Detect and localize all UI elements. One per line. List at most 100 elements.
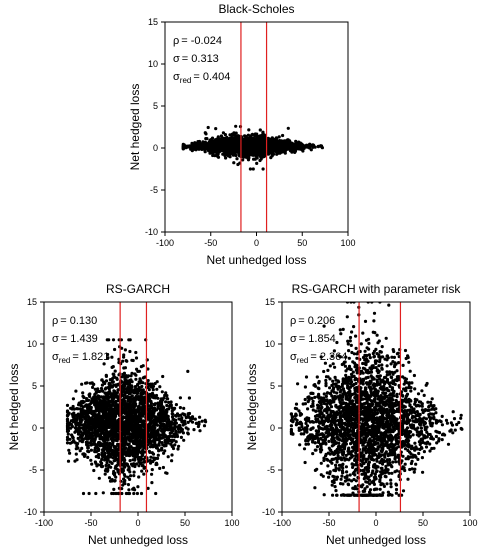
data-point: [281, 133, 285, 138]
x-tick-label: 0: [254, 238, 259, 248]
data-point: [131, 415, 136, 419]
data-point: [116, 404, 120, 408]
data-point: [152, 425, 156, 429]
data-point: [107, 404, 111, 408]
data-point: [244, 142, 248, 146]
data-point: [135, 491, 139, 496]
data-point: [68, 451, 72, 455]
data-point: [215, 151, 219, 156]
data-point: [157, 419, 161, 423]
data-point: [134, 395, 138, 399]
data-point: [154, 461, 159, 465]
data-point: [72, 407, 76, 411]
data-point: [104, 463, 108, 468]
data-point: [90, 397, 94, 401]
data-point: [255, 156, 259, 160]
data-point: [167, 424, 172, 428]
data-point: [142, 419, 146, 423]
data-point: [243, 134, 247, 138]
data-point: [275, 136, 279, 140]
data-point: [76, 436, 80, 440]
data-point: [139, 365, 143, 369]
data-point: [190, 415, 195, 419]
data-point: [148, 445, 153, 449]
data-point: [126, 374, 131, 378]
data-point: [128, 403, 132, 407]
data-point: [181, 423, 185, 427]
data-point: [113, 417, 117, 421]
data-point: [114, 475, 118, 479]
data-point: [298, 144, 302, 148]
data-point: [141, 437, 145, 441]
data-point: [139, 406, 143, 410]
data-point: [151, 452, 156, 456]
data-point: [90, 410, 94, 414]
data-point: [244, 147, 248, 151]
data-point: [182, 438, 186, 442]
data-point: [128, 459, 132, 463]
data-point: [110, 478, 114, 482]
data-point: [122, 477, 126, 481]
data-point: [224, 140, 228, 144]
data-point: [67, 448, 71, 452]
data-point: [115, 376, 119, 380]
data-point: [198, 429, 202, 433]
data-point: [86, 426, 90, 430]
data-point: [289, 142, 293, 146]
data-point: [115, 394, 119, 398]
data-point: [261, 167, 265, 171]
data-point: [127, 467, 131, 471]
data-point: [257, 148, 261, 152]
data-point: [100, 457, 104, 462]
data-point: [120, 487, 124, 491]
data-point: [66, 432, 70, 436]
data-point: [154, 491, 158, 496]
data-point: [122, 371, 126, 375]
data-point: [71, 404, 75, 409]
data-point: [202, 424, 207, 428]
data-point: [142, 472, 146, 476]
data-point: [116, 448, 120, 452]
data-point: [267, 143, 271, 147]
data-point: [81, 452, 85, 456]
data-point: [174, 440, 178, 444]
data-point: [97, 476, 101, 480]
data-point: [104, 399, 108, 404]
data-point: [150, 411, 154, 415]
data-point: [160, 398, 164, 402]
data-point: [131, 409, 135, 413]
data-point: [106, 394, 110, 398]
data-point: [186, 432, 190, 436]
data-point: [123, 474, 127, 478]
data-point: [250, 148, 254, 152]
data-point: [182, 406, 186, 410]
data-point: [309, 148, 313, 152]
data-point: [172, 432, 176, 437]
data-point: [255, 151, 259, 155]
data-point: [103, 403, 107, 407]
data-point: [111, 338, 116, 342]
data-point: [65, 435, 70, 439]
data-point: [101, 491, 105, 495]
data-point: [250, 132, 255, 136]
data-point: [80, 382, 84, 386]
data-point: [81, 426, 85, 430]
data-point: [123, 348, 127, 352]
data-point: [256, 153, 260, 157]
data-point: [156, 453, 160, 457]
data-point: [113, 391, 117, 396]
data-point: [138, 412, 142, 416]
data-point: [271, 149, 275, 153]
y-tick-label: 5: [153, 101, 158, 111]
data-point: [234, 150, 238, 154]
data-point: [227, 150, 232, 154]
data-point: [81, 391, 85, 395]
data-point: [190, 420, 195, 424]
data-point: [65, 438, 70, 442]
data-point: [208, 151, 212, 155]
data-point: [163, 449, 167, 453]
data-point: [76, 432, 81, 436]
data-point: [112, 375, 116, 379]
data-point: [77, 423, 81, 427]
data-point: [261, 131, 265, 135]
